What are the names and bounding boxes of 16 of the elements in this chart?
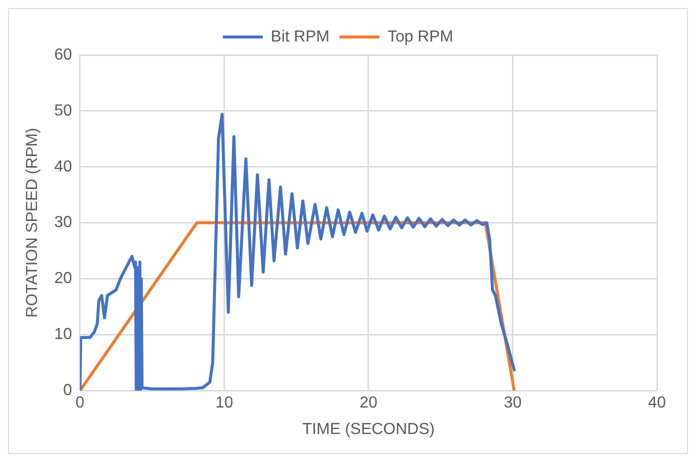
legend-label: Bit RPM	[270, 28, 330, 46]
y-tick-label: 60	[54, 46, 72, 64]
y-tick-label: 0	[63, 382, 72, 400]
y-tick-label: 50	[54, 102, 72, 120]
x-tick-label: 30	[504, 394, 522, 412]
legend-label: Top RPM	[387, 28, 454, 46]
x-tick-label: 20	[360, 394, 378, 412]
x-axis-title: TIME (SECONDS)	[302, 420, 435, 438]
y-tick-label: 30	[54, 214, 72, 232]
y-tick-label: 10	[54, 326, 72, 344]
x-tick-label: 40	[648, 394, 666, 412]
y-tick-label: 20	[54, 270, 72, 288]
y-axis-title: ROTATION SPEED (RPM)	[24, 128, 42, 318]
y-tick-label: 40	[54, 158, 72, 176]
x-tick-label: 0	[76, 394, 85, 412]
x-tick-label: 10	[215, 394, 234, 412]
